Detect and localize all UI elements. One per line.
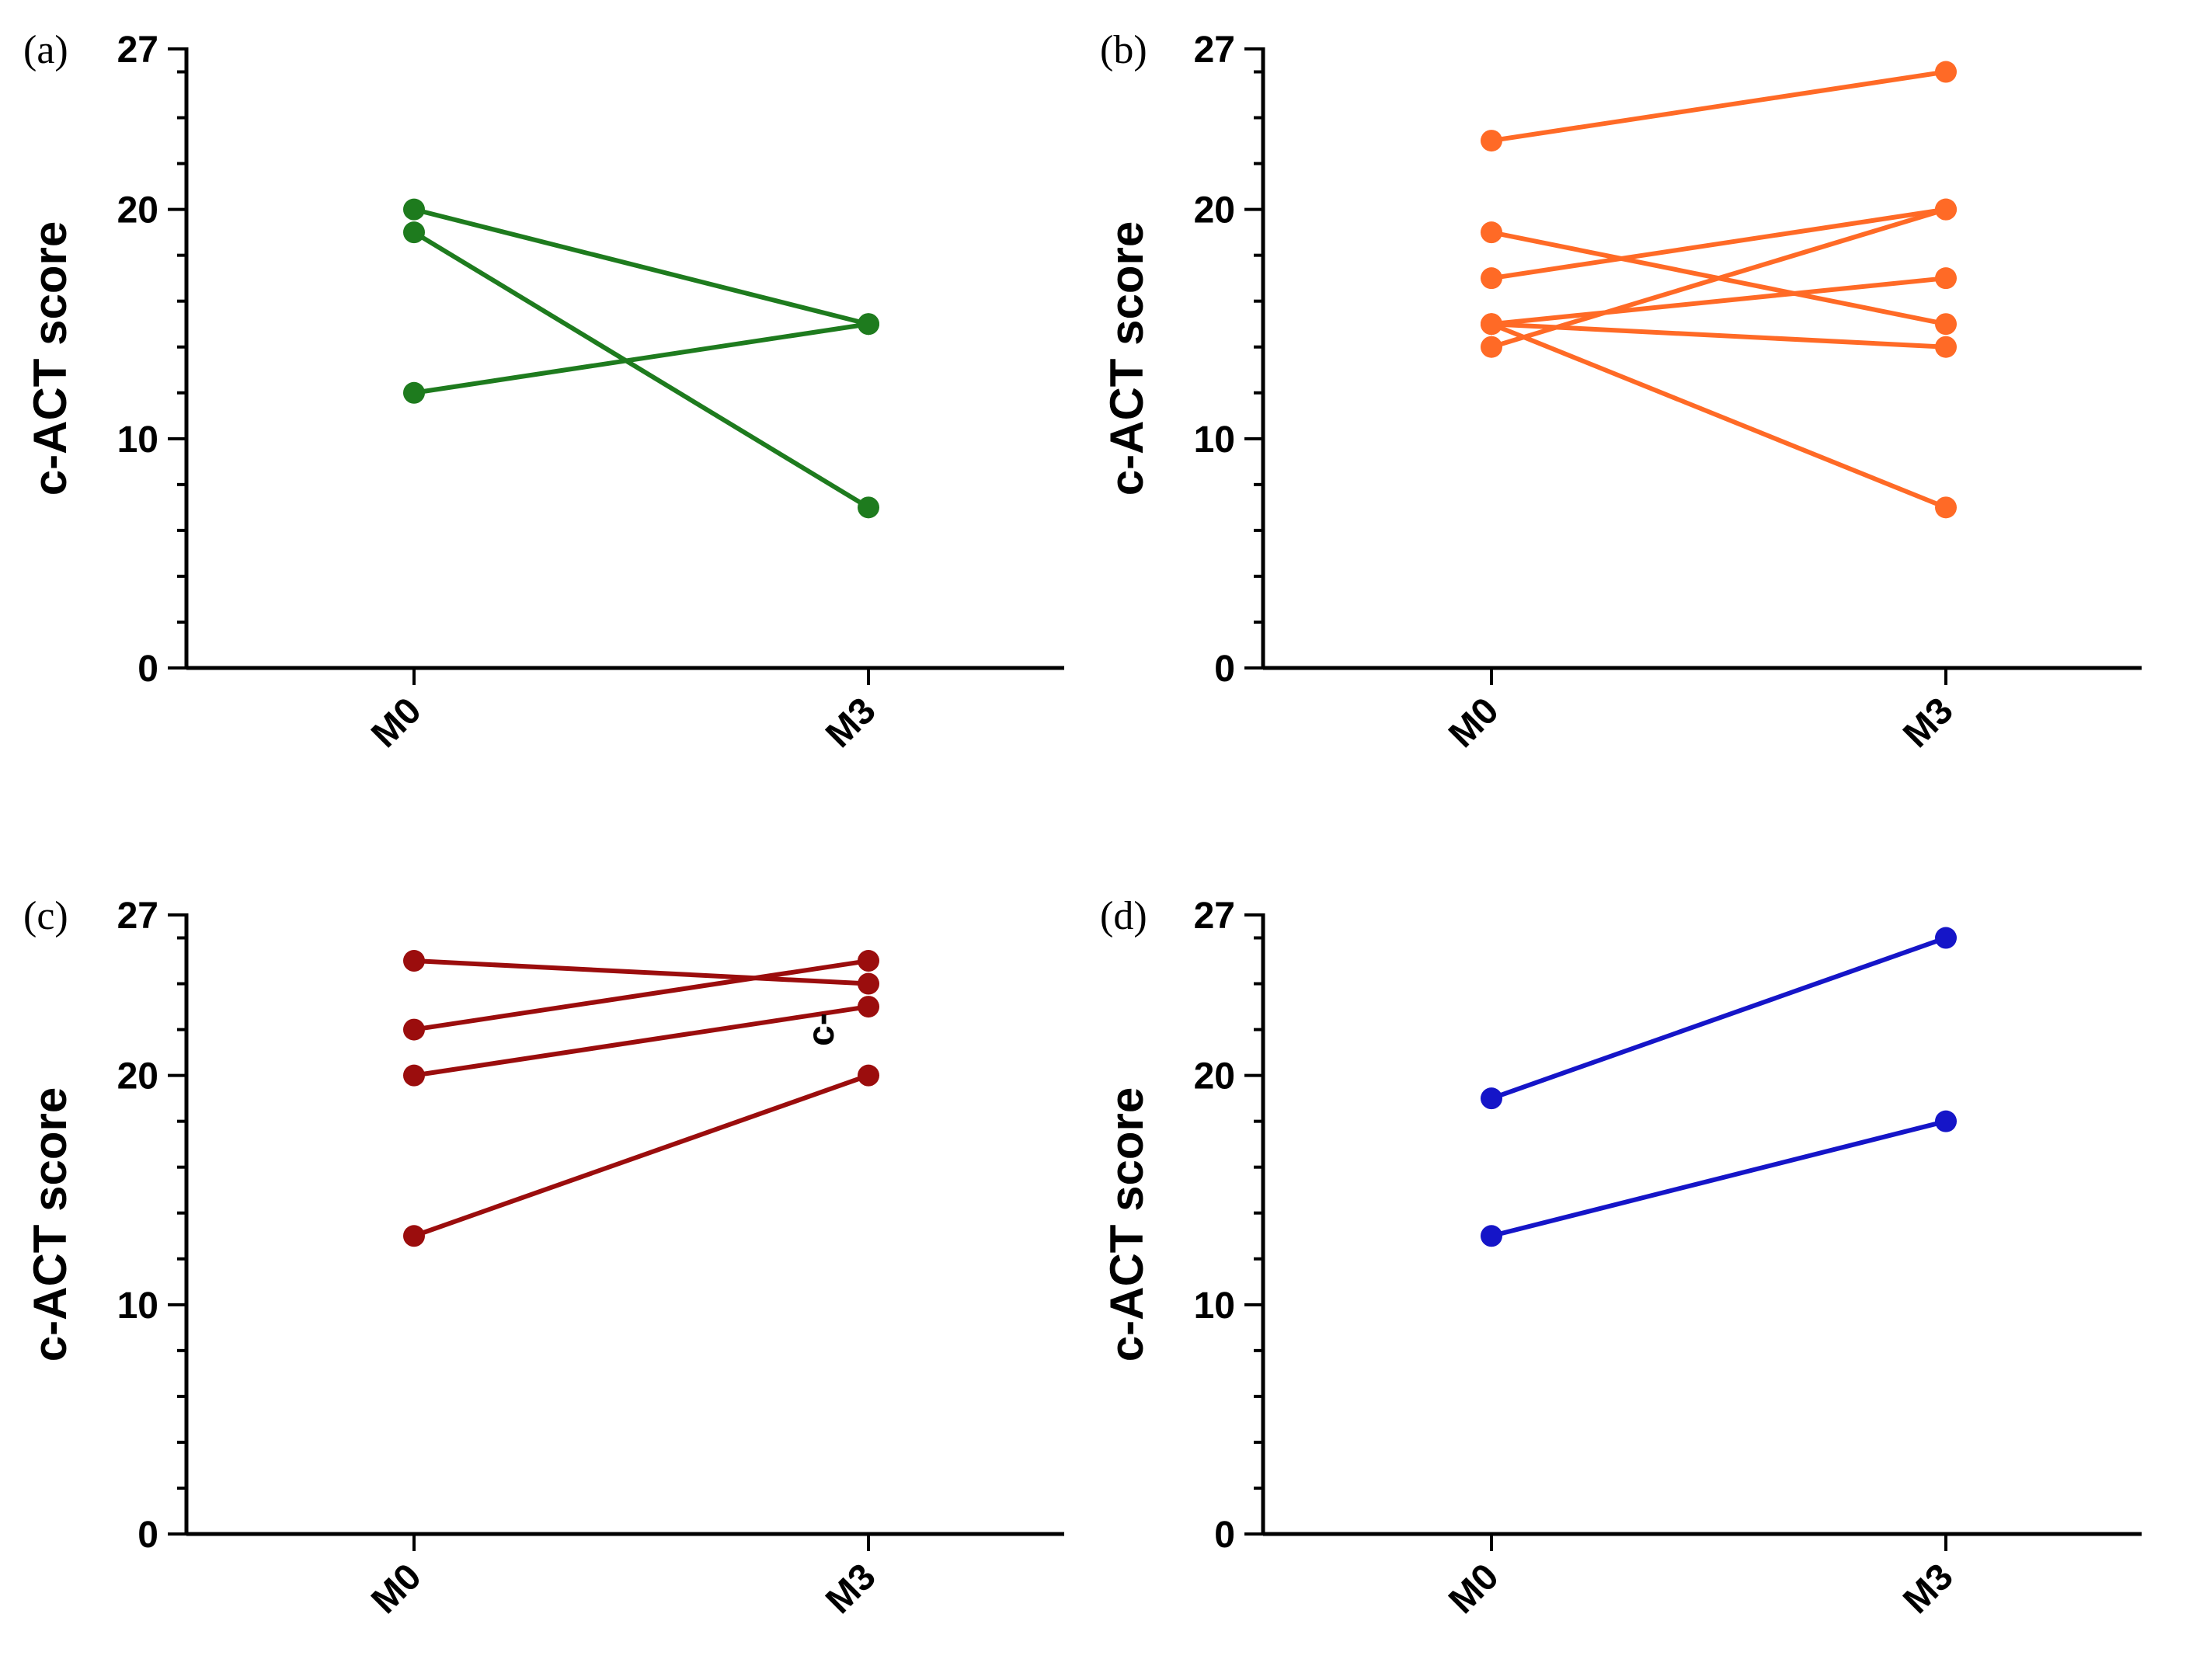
- data-point: [858, 996, 879, 1018]
- data-point: [858, 972, 879, 995]
- y-tick-label: 27: [117, 30, 158, 71]
- y-axis-label: c-ACT score: [1101, 221, 1153, 496]
- y-tick-label: 0: [1214, 1515, 1235, 1556]
- series-line: [413, 207, 869, 327]
- data-point: [858, 1064, 879, 1087]
- data-point: [1481, 267, 1502, 290]
- series-line: [1491, 322, 1947, 350]
- data-point: [858, 496, 879, 519]
- data-point: [1935, 313, 1957, 336]
- panel-label: (b): [1100, 28, 1147, 72]
- y-tick-label: 10: [117, 419, 158, 461]
- y-tick-label: 0: [137, 1515, 158, 1556]
- data-point: [1935, 927, 1957, 949]
- data-point: [403, 221, 425, 244]
- y-tick-label: 27: [117, 896, 158, 937]
- series-line: [413, 1073, 869, 1239]
- data-point: [403, 198, 425, 221]
- data-point: [1935, 336, 1957, 358]
- y-tick-label: 10: [1194, 1285, 1235, 1327]
- y-axis-label: c-ACT score: [24, 221, 76, 496]
- y-axis-label: c-ACT score: [24, 1087, 76, 1362]
- series-line: [1491, 207, 1947, 281]
- data-point: [1481, 130, 1502, 152]
- data-point: [1935, 198, 1957, 221]
- series-line: [1490, 322, 1947, 510]
- data-point: [403, 1064, 425, 1087]
- y-tick-label: 27: [1194, 896, 1235, 937]
- panel-label: (c): [23, 894, 68, 938]
- data-point: [1935, 496, 1957, 519]
- y-tick-label: 0: [137, 649, 158, 690]
- data-point: [1481, 336, 1502, 358]
- series-line: [1491, 207, 1947, 350]
- series-line: [413, 958, 869, 986]
- series-line: [413, 322, 869, 395]
- data-point: [1935, 1110, 1957, 1132]
- panel-label: (a): [23, 28, 68, 72]
- data-point: [1481, 313, 1502, 336]
- y-tick-label: 20: [1194, 1056, 1235, 1097]
- stray-annotation: c-: [801, 1013, 842, 1046]
- series-line: [1491, 276, 1947, 327]
- data-point: [858, 950, 879, 972]
- data-point: [403, 381, 425, 404]
- data-point: [1935, 61, 1957, 83]
- y-axis-label: c-ACT score: [1101, 1087, 1153, 1362]
- data-point: [1481, 221, 1502, 244]
- panel-label: (d): [1100, 894, 1147, 938]
- data-point: [1481, 1087, 1502, 1110]
- y-tick-label: 20: [117, 1056, 158, 1097]
- y-tick-label: 20: [1194, 190, 1235, 231]
- data-point: [858, 313, 879, 336]
- series-line: [1491, 1118, 1947, 1239]
- y-tick-label: 10: [117, 1285, 158, 1327]
- data-point: [1481, 1225, 1502, 1247]
- series-line: [413, 958, 869, 1032]
- data-point: [403, 950, 425, 972]
- y-tick-label: 10: [1194, 419, 1235, 461]
- series-line: [413, 1004, 869, 1078]
- data-point: [403, 1018, 425, 1041]
- series-line: [1491, 935, 1947, 1101]
- series-line: [412, 230, 870, 510]
- y-tick-label: 27: [1194, 30, 1235, 71]
- y-tick-label: 0: [1214, 649, 1235, 690]
- series-line: [1491, 69, 1947, 144]
- data-point: [1935, 267, 1957, 290]
- data-point: [403, 1225, 425, 1247]
- y-tick-label: 20: [117, 190, 158, 231]
